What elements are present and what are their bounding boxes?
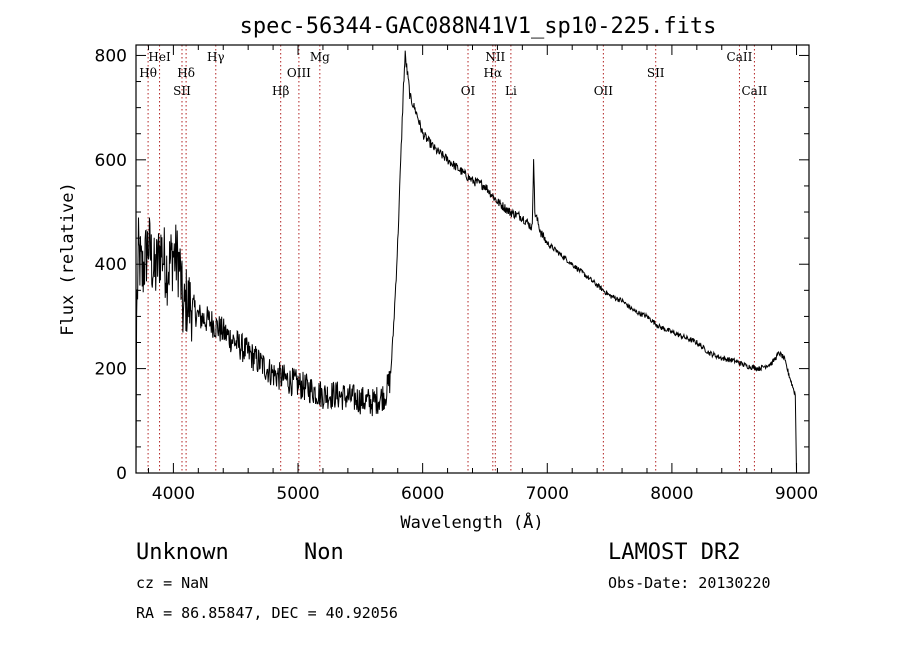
x-tick-label: 8000 <box>650 484 693 504</box>
spectral-line-label: HeI <box>148 50 171 64</box>
spectral-line-label: CaII <box>741 84 767 98</box>
spectral-line-label: CaII <box>727 50 753 64</box>
spectral-line-label: SII <box>647 66 665 80</box>
x-tick-label: 4000 <box>152 484 195 504</box>
y-tick-label: 200 <box>95 360 127 380</box>
spectral-line-label: Hδ <box>177 66 195 80</box>
y-tick-label: 400 <box>95 255 127 275</box>
object-class: Unknown <box>136 540 229 565</box>
x-tick-label: 7000 <box>526 484 569 504</box>
spectral-line-label: Mg <box>310 50 330 64</box>
y-tick-label: 800 <box>95 46 127 66</box>
spectral-line-label: Li <box>505 84 517 98</box>
spectral-line-label: Hθ <box>139 66 157 80</box>
spectral-line-label: OI <box>461 84 476 98</box>
observation-date: Obs-Date: 20130220 <box>608 574 771 592</box>
axis-ticks: 4000 5000 6000 7000 8000 9000 0 200 400 600 800 <box>95 45 818 504</box>
y-axis-title: Flux (relative) <box>58 182 78 336</box>
chart-title: spec-56344-GAC088N41V1_sp10-225.fits <box>240 14 717 39</box>
x-axis-title: Wavelength (Å) <box>400 511 543 533</box>
spectral-line-label: NII <box>485 50 505 64</box>
x-tick-label: 9000 <box>775 484 818 504</box>
spectral-line-label: OIII <box>287 66 311 80</box>
spectral-line-label: Hγ <box>207 50 225 64</box>
y-tick-label: 600 <box>95 151 127 171</box>
x-tick-label: 5000 <box>276 484 319 504</box>
spectrum-series-line <box>135 50 797 474</box>
survey-name: LAMOST DR2 <box>608 540 740 565</box>
redshift-value: cz = NaN <box>136 574 208 592</box>
y-tick-label: 0 <box>116 464 127 484</box>
coordinates: RA = 86.85847, DEC = 40.92056 <box>136 604 398 622</box>
spectral-line-label: Hα <box>484 66 503 80</box>
plot-frame <box>135 44 810 474</box>
spectral-line-label: SII <box>173 84 191 98</box>
x-tick-label: 6000 <box>401 484 444 504</box>
spectral-line-label: Hβ <box>272 84 289 98</box>
spectral-line-label: OII <box>594 84 614 98</box>
object-subclass: Non <box>304 540 344 565</box>
